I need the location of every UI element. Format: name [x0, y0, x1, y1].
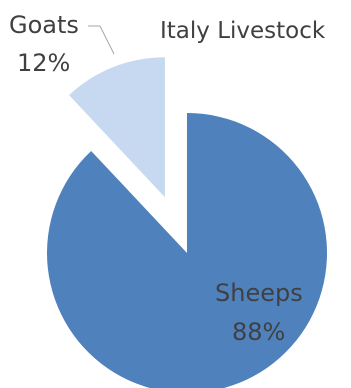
pie-slices — [47, 57, 327, 388]
slice-value-goats: 12% — [17, 49, 70, 77]
slice-label-sheeps: Sheeps — [215, 279, 303, 307]
chart-title: Italy Livestock — [160, 18, 326, 44]
pie-slice-goats — [69, 57, 165, 198]
slice-label-goats: Goats — [9, 11, 79, 39]
pie-slice-sheeps — [47, 113, 327, 388]
slice-value-sheeps: 88% — [232, 318, 285, 346]
goats-leader-line-2 — [99, 25, 115, 55]
